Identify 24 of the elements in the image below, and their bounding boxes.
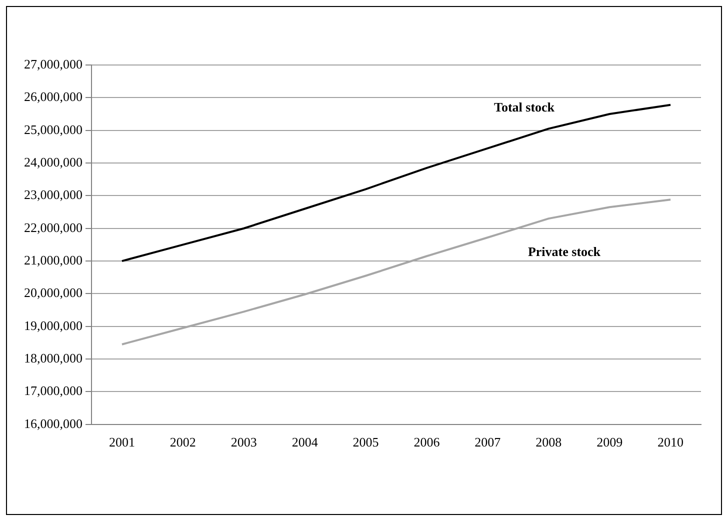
x-tick-label: 2010 <box>658 434 684 450</box>
x-tick-label: 2006 <box>414 434 440 450</box>
y-tick-label: 25,000,000 <box>24 122 82 137</box>
y-tick-label: 23,000,000 <box>24 187 82 202</box>
y-tick-label: 22,000,000 <box>24 220 82 235</box>
y-tick-label: 21,000,000 <box>24 252 82 268</box>
x-tick-label: 2007 <box>474 434 502 450</box>
x-tick-label: 2005 <box>352 434 379 450</box>
y-tick-label: 19,000,000 <box>24 318 82 333</box>
y-tick-label: 20,000,000 <box>24 285 82 300</box>
x-tick-label: 2008 <box>536 434 562 450</box>
y-tick-label: 24,000,000 <box>24 154 82 170</box>
y-tick-label: 26,000,000 <box>24 89 82 104</box>
series-label: Private stock <box>528 244 602 259</box>
y-tick-label: 27,000,000 <box>24 56 82 72</box>
x-tick-label: 2009 <box>596 434 623 450</box>
x-tick-label: 2002 <box>170 434 196 450</box>
series-label: Total stock <box>494 99 556 114</box>
y-tick-label: 17,000,000 <box>24 383 82 398</box>
x-tick-label: 2004 <box>292 434 318 450</box>
y-tick-label: 18,000,000 <box>24 350 82 366</box>
y-tick-label: 16,000,000 <box>24 416 82 431</box>
x-tick-label: 2001 <box>108 434 135 450</box>
x-tick-label: 2003 <box>230 434 257 450</box>
